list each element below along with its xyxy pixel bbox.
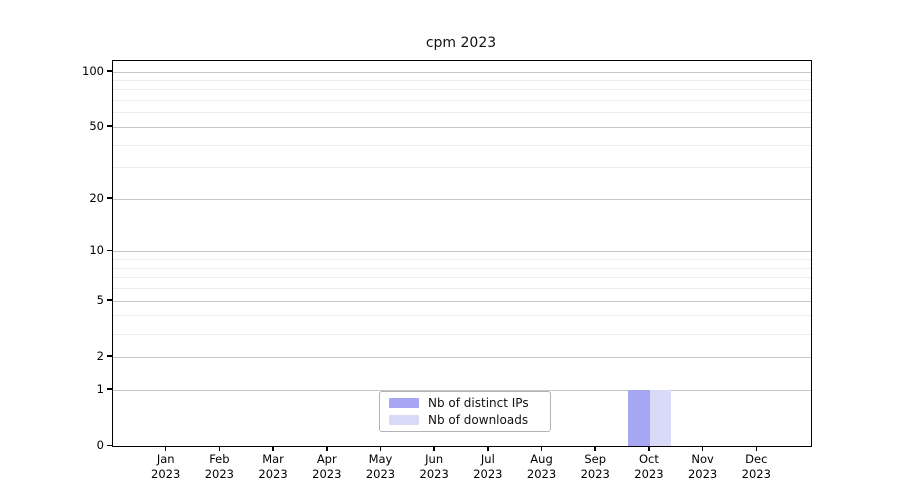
x-tick-label: Mar 2023	[258, 452, 288, 481]
legend: Nb of distinct IPs Nb of downloads	[379, 391, 551, 432]
x-tick-mark	[487, 446, 489, 451]
x-tick-mark	[164, 446, 167, 451]
y-tick-label: 100	[82, 63, 104, 78]
y-tick-label: 50	[89, 118, 104, 133]
minor-gridline	[113, 167, 811, 169]
x-tick-label: Jan 2023	[151, 452, 181, 481]
x-tick-mark	[218, 446, 221, 451]
bar-nb-of-distinct-ips	[628, 389, 650, 446]
legend-item-label: Nb of distinct IPs	[428, 396, 529, 410]
x-tick-mark	[755, 446, 758, 451]
chart-title: cpm 2023	[425, 35, 497, 51]
x-tick-mark	[540, 446, 543, 451]
x-tick-label: Aug 2023	[526, 452, 557, 481]
minor-gridline	[113, 112, 811, 114]
x-tick-mark	[701, 446, 704, 451]
x-tick-mark	[379, 446, 382, 451]
major-gridline	[113, 126, 811, 128]
minor-gridline	[113, 144, 811, 146]
minor-gridline	[113, 277, 811, 279]
x-tick-label: Feb 2023	[204, 452, 235, 481]
major-gridline	[113, 71, 811, 73]
x-tick-mark	[433, 446, 435, 451]
major-gridline	[113, 300, 811, 302]
legend-swatch	[389, 398, 419, 408]
major-gridline	[113, 251, 811, 253]
x-tick-label: Apr 2023	[312, 452, 342, 481]
legend-item: Nb of distinct IPs	[389, 396, 541, 410]
x-tick-label: Jul 2023	[473, 452, 503, 481]
major-gridline	[113, 389, 811, 391]
x-tick-mark	[648, 446, 650, 451]
plot-area	[112, 60, 812, 447]
y-tick-mark	[107, 299, 113, 301]
minor-gridline	[113, 267, 811, 269]
x-tick-label: Oct 2023	[634, 452, 664, 481]
minor-gridline	[113, 288, 811, 290]
y-tick-label: 10	[89, 243, 104, 258]
x-tick-mark	[326, 446, 328, 451]
y-tick-mark	[107, 388, 113, 390]
y-tick-label: 20	[89, 190, 104, 205]
y-tick-mark	[107, 197, 113, 199]
y-tick-mark	[107, 125, 113, 127]
y-tick-label: 1	[96, 381, 104, 396]
y-tick-label: 0	[96, 438, 104, 452]
legend-swatch	[389, 415, 419, 425]
y-tick-mark	[107, 444, 113, 446]
major-gridline	[113, 356, 811, 358]
minor-gridline	[113, 100, 811, 102]
legend-item: Nb of downloads	[389, 413, 541, 427]
y-tick-label: 5	[96, 292, 104, 307]
x-tick-mark	[594, 446, 596, 451]
x-tick-label: Dec 2023	[741, 452, 771, 481]
y-tick-label: 2	[96, 348, 104, 363]
bar-nb-of-downloads	[649, 389, 672, 446]
legend-item-label: Nb of downloads	[428, 413, 529, 427]
major-gridline	[113, 198, 811, 200]
y-tick-mark	[107, 355, 113, 357]
x-tick-label: Jun 2023	[419, 452, 449, 481]
x-tick-label: Nov 2023	[687, 452, 718, 481]
minor-gridline	[113, 89, 811, 91]
y-tick-mark	[107, 249, 113, 252]
minor-gridline	[113, 315, 811, 317]
x-tick-mark	[272, 446, 274, 451]
minor-gridline	[113, 79, 811, 81]
x-tick-label: May 2023	[365, 452, 396, 481]
minor-gridline	[113, 259, 811, 261]
y-tick-mark	[107, 70, 113, 72]
x-tick-label: Sep 2023	[580, 452, 610, 481]
minor-gridline	[113, 333, 811, 335]
